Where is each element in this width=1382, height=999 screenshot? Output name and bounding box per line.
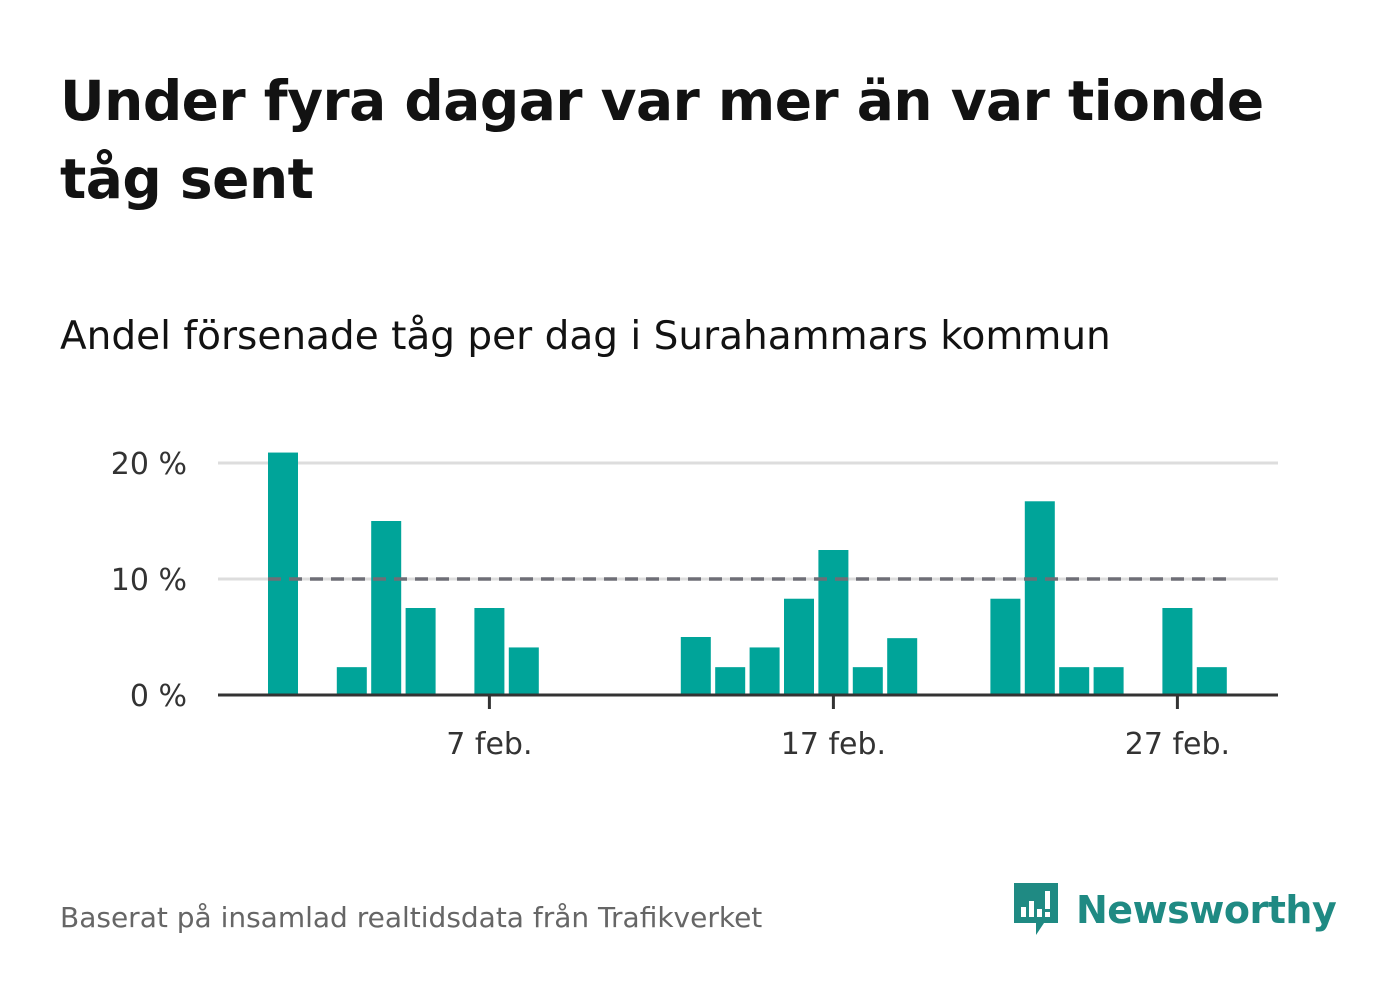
bar-chart-speech-bubble-icon: [1014, 883, 1058, 935]
bar: [1162, 608, 1193, 695]
bar: [1093, 667, 1124, 695]
source-note: Baserat på insamlad realtidsdata från Tr…: [60, 901, 763, 934]
bar: [1024, 501, 1055, 695]
x-axis-labels: 7 feb. 17 feb. 27 feb.: [446, 695, 1230, 762]
y-tick-label: 10 %: [111, 563, 187, 598]
bar: [508, 647, 539, 695]
bar-chart: 0 % 10 % 20 % 7 feb. 17 feb. 27 feb.: [111, 447, 1278, 762]
bar: [784, 598, 814, 695]
x-tick-label: 17 feb.: [781, 727, 886, 762]
bar: [852, 667, 883, 695]
chart-headline: Under fyra dagar var mer än var tionde t…: [60, 69, 1264, 211]
bar: [336, 667, 367, 695]
bars: [268, 452, 1227, 695]
bar: [990, 598, 1021, 695]
y-tick-label: 20 %: [111, 447, 187, 482]
bar: [715, 667, 746, 695]
bar: [268, 452, 298, 695]
newsworthy-logo: Newsworthy: [1010, 878, 1337, 942]
x-tick-label: 7 feb.: [446, 727, 532, 762]
bar: [371, 521, 402, 695]
bar: [405, 608, 436, 695]
bar: [680, 637, 711, 695]
y-tick-label: 0 %: [130, 679, 187, 714]
bar: [1059, 667, 1090, 695]
brand-name: Newsworthy: [1076, 888, 1337, 932]
bar: [1196, 667, 1227, 695]
y-axis-labels: 0 % 10 % 20 %: [111, 447, 187, 714]
bar: [887, 638, 918, 695]
bar: [474, 608, 505, 695]
bar: [818, 550, 849, 695]
bar: [749, 647, 780, 695]
chart-subtitle: Andel försenade tåg per dag i Surahammar…: [60, 314, 1111, 359]
x-tick-label: 27 feb.: [1125, 727, 1230, 762]
